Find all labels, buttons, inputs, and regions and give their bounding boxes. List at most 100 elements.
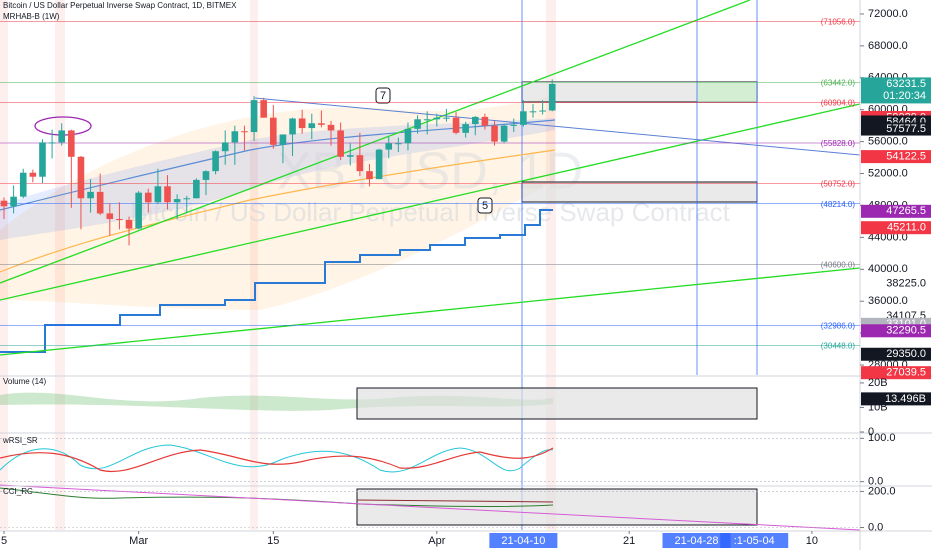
indicator-title: MRHAB-B (1W): [3, 12, 60, 21]
volume-last-box: [861, 392, 931, 406]
candle-body: [0, 200, 8, 207]
candle-body: [135, 192, 142, 229]
chart-title: Bitcoin / US Dollar Perpetual Inverse Sw…: [3, 1, 237, 10]
x-tick-label: 15: [267, 535, 279, 547]
drawing-box: [697, 82, 757, 102]
x-tick-label: 10: [806, 535, 818, 547]
candle-body: [19, 172, 27, 197]
level-label: (32986.0): [821, 321, 856, 330]
price-label-box: [861, 324, 931, 338]
y-tick-label: 56000.0: [868, 136, 908, 148]
level-label: (48214.0): [821, 200, 856, 209]
price-label-box: [861, 150, 931, 164]
y-tick-label: 200.0: [868, 485, 896, 497]
candle-body: [39, 142, 46, 177]
session-bands: [0, 0, 556, 530]
drawing-box: [521, 181, 758, 203]
candle-body: [212, 151, 219, 172]
candle-body: [346, 155, 354, 157]
candle-body: [125, 219, 133, 229]
level-label: (30448.0): [821, 342, 856, 351]
cloud-band: [0, 95, 555, 310]
callout-label: 5: [482, 200, 488, 212]
candle-body: [433, 117, 441, 120]
candle-body: [404, 128, 412, 144]
candle-body: [48, 142, 56, 144]
price-label: 45211.0: [887, 222, 926, 234]
candles: [0, 79, 556, 246]
cci-signal: [356, 499, 554, 503]
candle-body: [250, 100, 258, 133]
level-label: (63442.0): [821, 78, 856, 87]
candle-body: [462, 124, 469, 133]
x-tick-label: Apr: [428, 535, 445, 547]
candle-body: [298, 118, 306, 129]
price-label-box: [861, 204, 931, 218]
y-tick-label: 52000.0: [868, 167, 908, 179]
candle-body: [327, 124, 335, 131]
candle-body: [289, 118, 296, 135]
x-tick-highlight: [662, 533, 731, 548]
orange-ma: [0, 149, 556, 273]
price-label-box: [861, 347, 931, 361]
candle-body: [173, 199, 181, 203]
price-label: 54122.5: [886, 151, 926, 163]
candle-body: [10, 196, 17, 207]
x-tick-label: :1-05-04: [734, 535, 775, 547]
callout: [375, 87, 391, 104]
price-label-box: [861, 77, 931, 104]
candle-body: [164, 186, 171, 203]
candle-body: [260, 100, 267, 118]
candle-body: [96, 191, 104, 214]
candle-body: [414, 119, 421, 129]
price-label: 57577.5: [886, 123, 926, 135]
callout-label: 7: [380, 90, 386, 102]
trend-lines: [0, 0, 861, 356]
x-tick-label: 21-04-28: [674, 535, 718, 547]
callout: [477, 197, 493, 214]
candle-body: [106, 213, 114, 220]
y-tick-label: 40000.0: [868, 263, 908, 275]
drawing-box: [356, 387, 758, 420]
candle-body: [491, 125, 498, 142]
candle-body: [510, 124, 518, 126]
level-label: (40600.0): [821, 261, 856, 270]
y-tick-label: 44000.0: [868, 231, 908, 243]
x-tick-highlight: [720, 533, 789, 548]
price-label: 27039.5: [886, 367, 926, 379]
level-label: (50752.0): [821, 180, 856, 189]
candle-body: [183, 198, 191, 200]
y-tick-label: 0: [868, 426, 874, 438]
candle-body: [144, 192, 152, 203]
stop-line: [0, 209, 553, 353]
price-label: 29350.0: [886, 348, 926, 360]
candle-body: [529, 111, 537, 113]
candle-body: [385, 143, 393, 150]
candle-body: [241, 131, 248, 133]
candle-body: [318, 123, 325, 125]
level-label: (71056.0): [821, 18, 856, 27]
x-tick-label: 21-04-10: [501, 535, 545, 547]
candle-body: [270, 117, 277, 145]
y-tick-label: 0.0: [868, 521, 883, 533]
candle-body: [452, 117, 460, 133]
candle-body: [500, 125, 508, 142]
candle-body: [279, 134, 287, 145]
level-label: (60904.0): [821, 99, 856, 108]
level-label: (55828.0): [821, 139, 856, 148]
cci-title: CCI_RC: [3, 487, 33, 496]
volume-last-label: 13.496B: [885, 393, 926, 405]
candle-body: [87, 191, 94, 199]
candle-body: [193, 179, 200, 199]
x-tick-label: 21: [623, 535, 635, 547]
candle-body: [539, 110, 546, 112]
y-tick-label: 0.0: [868, 476, 883, 488]
wrsi-title: wRSI_SR: [2, 436, 38, 445]
price-label: 38225.0: [886, 277, 926, 289]
candle-body: [366, 171, 373, 180]
candle-body: [221, 142, 229, 152]
y-tick-label: 68000.0: [868, 40, 908, 52]
candle-body: [471, 116, 479, 125]
